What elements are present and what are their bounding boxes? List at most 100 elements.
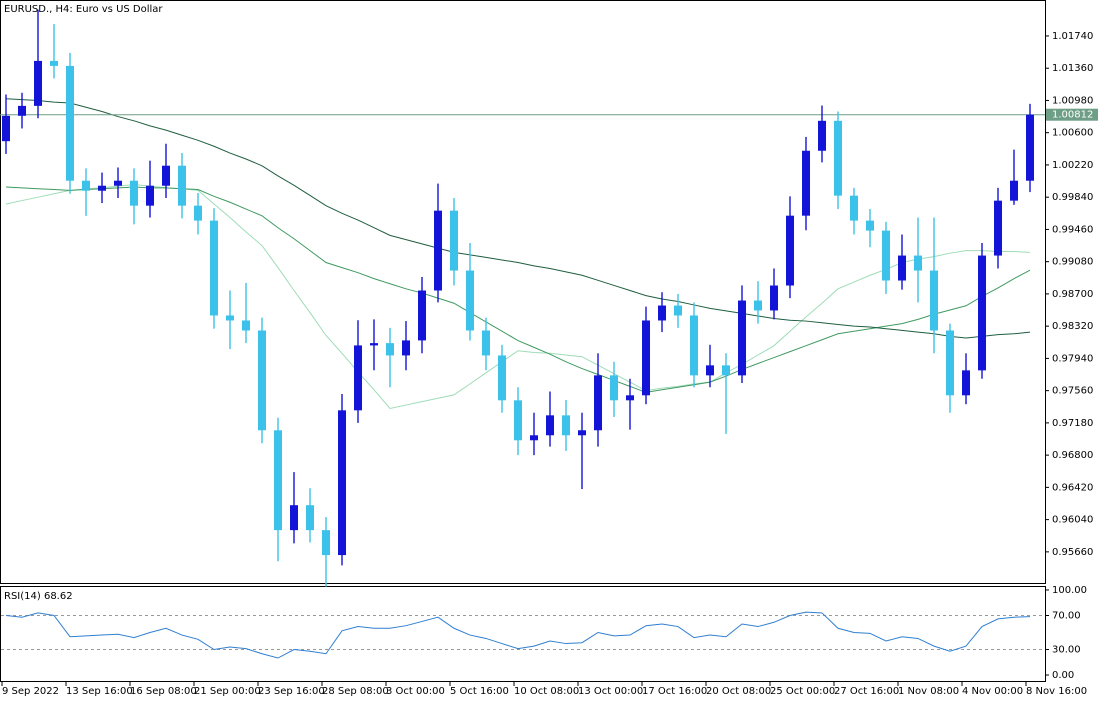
rsi-line — [5, 611, 1031, 659]
y-tick-label: 1.01360 — [1052, 63, 1093, 74]
candle-body — [674, 305, 682, 316]
candle-body — [450, 210, 458, 271]
candle-body — [290, 505, 298, 531]
candle-body — [962, 370, 970, 396]
x-tick-label: 1 Nov 08:00 — [898, 686, 959, 697]
y-tick-label: 0.95660 — [1052, 547, 1093, 558]
y-tick-label: 0.96420 — [1052, 482, 1093, 493]
candle-body — [370, 343, 378, 346]
candle-body — [690, 315, 698, 376]
candle-body — [482, 330, 490, 356]
candle-body — [322, 530, 330, 556]
candle-body — [258, 330, 266, 431]
x-tick-label: 4 Nov 00:00 — [962, 686, 1023, 697]
candle-body — [562, 415, 570, 436]
y-tick-label: 0.99460 — [1052, 224, 1093, 235]
candle-body — [738, 300, 746, 376]
x-tick-label: 8 Nov 16:00 — [1026, 686, 1087, 697]
candle-body — [338, 410, 346, 556]
candle-body — [946, 330, 954, 396]
candle-body — [50, 60, 58, 66]
chart-title: EURUSD., H4: Euro vs US Dollar — [4, 4, 163, 15]
candle-body — [978, 255, 986, 371]
y-tick-label: 0.97180 — [1052, 418, 1093, 429]
candle-body — [818, 120, 826, 151]
candle-body — [770, 285, 778, 311]
x-tick-label: 25 Oct 00:00 — [770, 686, 835, 697]
candle-body — [386, 343, 394, 356]
candle-body — [274, 430, 282, 531]
candle-body — [2, 115, 10, 142]
y-tick-label: 0.98320 — [1052, 321, 1093, 332]
candle-body — [162, 165, 170, 186]
y-tick-label: 0.98700 — [1052, 289, 1093, 300]
moving-average — [5, 98, 1031, 339]
candle-body — [210, 220, 218, 316]
y-tick-label: 0.00 — [1052, 670, 1074, 681]
candle-body — [706, 365, 714, 376]
y-tick-label: 1.00980 — [1052, 95, 1093, 106]
x-tick-label: 13 Sep 16:00 — [66, 686, 133, 697]
candle-body — [466, 270, 474, 331]
candle-body — [786, 215, 794, 286]
candle-body — [914, 255, 922, 271]
candle-body — [578, 430, 586, 436]
candle-body — [242, 320, 250, 331]
candle-body — [514, 400, 522, 441]
x-tick-label: 10 Oct 08:00 — [514, 686, 579, 697]
candle-body — [306, 505, 314, 531]
moving-average — [5, 186, 1031, 393]
current-price-tag — [1046, 108, 1098, 121]
candle-body — [642, 320, 650, 396]
candle-body — [146, 185, 154, 206]
y-tick-label: 1.00600 — [1052, 128, 1093, 139]
candle-body — [18, 105, 26, 116]
x-tick-label: 27 Oct 16:00 — [834, 686, 899, 697]
main-panel — [0, 0, 1046, 584]
candle-body — [834, 120, 842, 196]
x-tick-label: 28 Sep 08:00 — [322, 686, 389, 697]
rsi-panel — [0, 586, 1046, 682]
indicator-title: RSI(14) 68.62 — [4, 591, 73, 602]
x-tick-label: 21 Sep 00:00 — [194, 686, 261, 697]
candle-body — [402, 340, 410, 356]
y-tick-label: 1.01740 — [1052, 31, 1093, 42]
y-tick-label: 0.96800 — [1052, 450, 1093, 461]
x-tick-label: 3 Oct 00:00 — [386, 686, 445, 697]
x-tick-label: 9 Sep 2022 — [2, 686, 59, 697]
candle-body — [994, 200, 1002, 256]
candle-body — [194, 205, 202, 221]
candle-body — [850, 195, 858, 221]
y-tick-label: 0.97560 — [1052, 386, 1093, 397]
y-tick-label: 70.00 — [1052, 610, 1081, 621]
x-tick-label: 20 Oct 08:00 — [706, 686, 771, 697]
candle-body — [1010, 180, 1018, 201]
candle-body — [930, 270, 938, 331]
candle-body — [226, 315, 234, 321]
y-tick-label: 1.00220 — [1052, 160, 1093, 171]
candle-body — [130, 180, 138, 206]
candle-body — [66, 65, 74, 181]
candle-body — [114, 180, 122, 186]
candle-body — [1026, 114, 1034, 181]
x-tick-label: 5 Oct 16:00 — [450, 686, 509, 697]
candle-body — [658, 305, 666, 321]
y-tick-label: 0.96040 — [1052, 515, 1093, 526]
candle-body — [610, 375, 618, 401]
candle-body — [754, 300, 762, 311]
candle-body — [354, 345, 362, 411]
y-tick-label: 0.97940 — [1052, 353, 1093, 364]
y-tick-label: 0.99080 — [1052, 257, 1093, 268]
candle-body — [546, 415, 554, 436]
candle-body — [722, 365, 730, 376]
candle-body — [866, 220, 874, 231]
y-tick-label: 30.00 — [1052, 645, 1081, 656]
candle-body — [626, 395, 634, 401]
y-tick-label: 0.99840 — [1052, 192, 1093, 203]
candle-body — [802, 150, 810, 216]
x-tick-label: 13 Oct 00:00 — [578, 686, 643, 697]
x-tick-label: 23 Sep 16:00 — [258, 686, 325, 697]
current-price-label: 1.00812 — [1052, 110, 1093, 121]
candle-body — [434, 210, 442, 291]
